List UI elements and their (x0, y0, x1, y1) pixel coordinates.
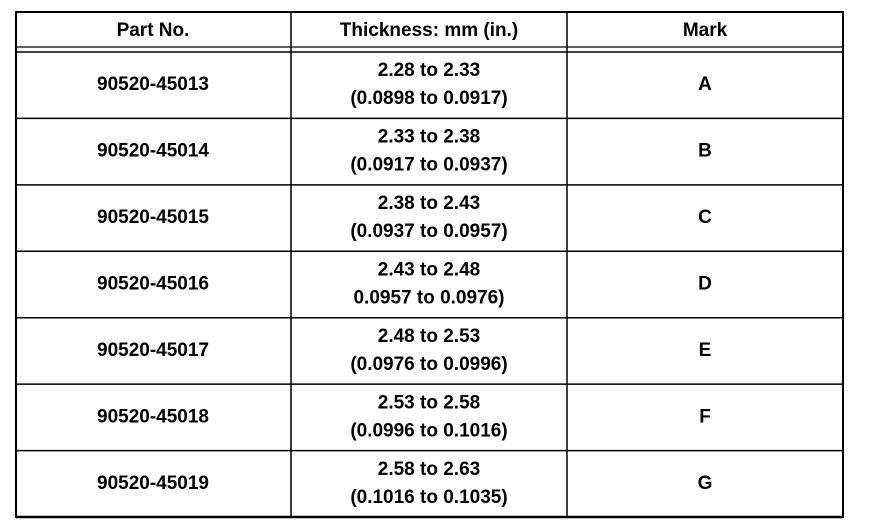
part-number: 90520-45013 (97, 74, 209, 95)
thickness-mm: 2.33 to 2.38 (378, 127, 480, 148)
thickness-in: (0.0898 to 0.0917) (350, 88, 507, 109)
thickness-in: (0.0917 to 0.0937) (350, 155, 507, 176)
thickness-in: (0.0996 to 0.1016) (350, 420, 507, 441)
thickness-mm: 2.58 to 2.63 (378, 459, 480, 480)
header-cell: Part No. (117, 20, 190, 41)
thickness-mm: 2.48 to 2.53 (378, 326, 480, 347)
mark: B (698, 141, 712, 162)
mark: G (698, 473, 713, 494)
part-number: 90520-45017 (97, 340, 209, 361)
thickness-in: (0.1016 to 0.1035) (350, 487, 507, 508)
header-cell: Thickness: mm (in.) (340, 20, 518, 41)
part-number: 90520-45016 (97, 274, 209, 295)
part-number: 90520-45019 (97, 473, 209, 494)
thickness-in: 0.0957 to 0.0976) (353, 288, 504, 309)
part-number: 90520-45015 (97, 207, 209, 228)
part-number: 90520-45018 (97, 406, 209, 427)
thickness-mm: 2.38 to 2.43 (378, 193, 480, 214)
thickness-mm: 2.53 to 2.58 (378, 392, 480, 413)
mark: F (699, 406, 711, 427)
thickness-mm: 2.28 to 2.33 (378, 60, 480, 81)
mark: E (699, 340, 712, 361)
mark: C (698, 207, 712, 228)
mark: A (698, 74, 712, 95)
thickness-in: (0.0937 to 0.0957) (350, 221, 507, 242)
header-cell: Mark (683, 20, 728, 41)
part-number: 90520-45014 (97, 141, 209, 162)
thickness-mm: 2.43 to 2.48 (378, 260, 480, 281)
thickness-in: (0.0976 to 0.0996) (350, 354, 507, 375)
mark: D (698, 274, 712, 295)
